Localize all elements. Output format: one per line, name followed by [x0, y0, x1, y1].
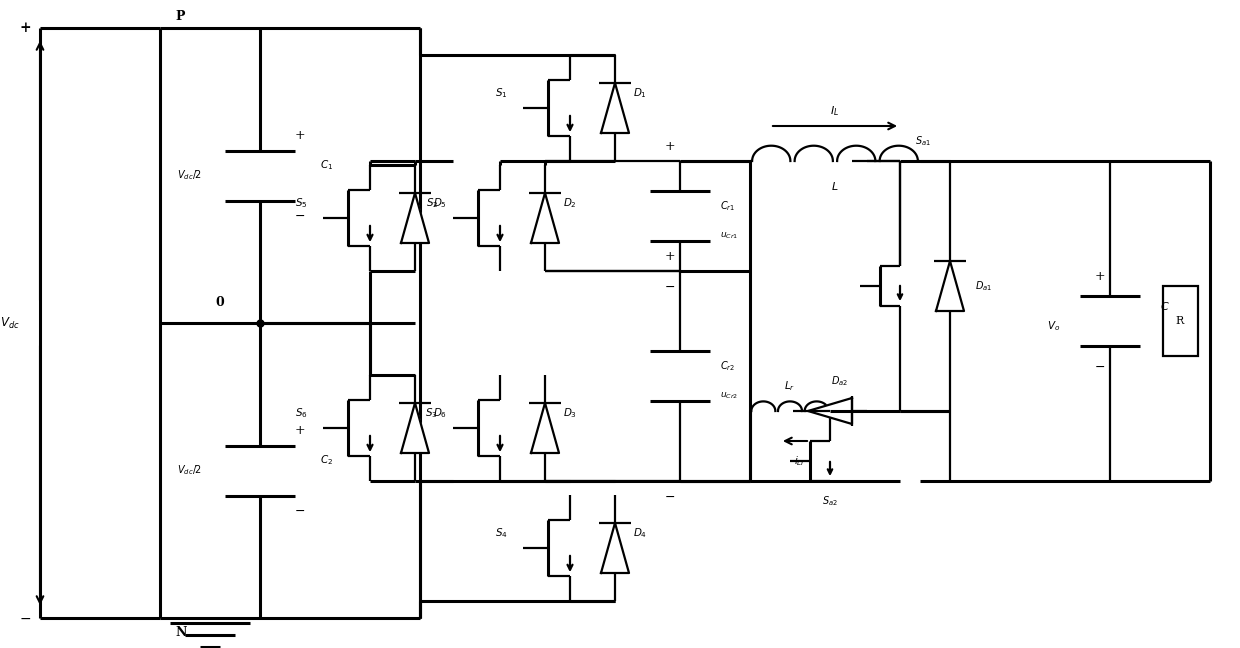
Text: $C_{r1}$: $C_{r1}$: [720, 199, 735, 213]
Polygon shape: [601, 523, 629, 573]
Text: $D_{a2}$: $D_{a2}$: [831, 374, 848, 388]
Text: $S_3$: $S_3$: [425, 406, 438, 420]
Polygon shape: [401, 193, 429, 243]
Text: $D_2$: $D_2$: [563, 196, 577, 210]
Text: $u_{Cr2}$: $u_{Cr2}$: [720, 391, 738, 401]
Text: $-$: $-$: [19, 611, 31, 625]
Text: $D_5$: $D_5$: [433, 196, 446, 210]
Polygon shape: [936, 261, 963, 311]
Text: $C_1$: $C_1$: [320, 159, 334, 172]
Text: $D_6$: $D_6$: [433, 406, 448, 420]
Text: $V_o$: $V_o$: [1047, 319, 1060, 333]
Text: $D_4$: $D_4$: [632, 526, 647, 540]
Text: $-$: $-$: [665, 279, 676, 292]
Text: $V_{dc}$: $V_{dc}$: [0, 316, 20, 330]
Polygon shape: [601, 83, 629, 133]
Text: $S_1$: $S_1$: [496, 86, 508, 100]
Text: $D_{a1}$: $D_{a1}$: [975, 279, 992, 293]
Text: $L_r$: $L_r$: [785, 379, 796, 393]
Text: $S_4$: $S_4$: [495, 526, 508, 540]
Text: $C_{r2}$: $C_{r2}$: [720, 359, 735, 373]
Text: $L$: $L$: [831, 180, 838, 192]
Text: +: +: [665, 139, 676, 152]
Text: $I_L$: $I_L$: [831, 104, 839, 118]
Polygon shape: [401, 403, 429, 453]
Text: $D_1$: $D_1$: [632, 86, 647, 100]
Text: R: R: [1176, 316, 1184, 326]
Text: +: +: [19, 21, 31, 35]
Text: $i_{Lr}$: $i_{Lr}$: [794, 454, 806, 468]
Text: 0: 0: [216, 297, 224, 310]
Text: P: P: [175, 10, 185, 23]
Text: $-$: $-$: [294, 504, 305, 517]
Text: $S_{a2}$: $S_{a2}$: [822, 494, 838, 508]
Text: $S_2$: $S_2$: [425, 196, 438, 210]
Polygon shape: [808, 398, 852, 424]
Text: $V_{dc}/2$: $V_{dc}/2$: [177, 168, 202, 182]
Text: $S_5$: $S_5$: [295, 196, 308, 210]
Text: $S_6$: $S_6$: [295, 406, 308, 420]
Text: $-$: $-$: [294, 209, 305, 222]
Polygon shape: [531, 193, 559, 243]
Text: N: N: [175, 627, 186, 640]
Text: $S_{a1}$: $S_{a1}$: [915, 134, 931, 148]
Text: +: +: [295, 424, 305, 437]
Polygon shape: [531, 403, 559, 453]
Text: $V_{dc}/2$: $V_{dc}/2$: [177, 463, 202, 478]
Text: $C$: $C$: [1159, 300, 1169, 312]
Text: $u_{Cr1}$: $u_{Cr1}$: [720, 231, 738, 241]
Text: +: +: [295, 129, 305, 142]
Text: $D_3$: $D_3$: [563, 406, 577, 420]
Text: $-$: $-$: [665, 489, 676, 502]
Text: $C_2$: $C_2$: [320, 454, 334, 467]
Text: $-$: $-$: [1095, 360, 1106, 373]
Bar: [1163, 286, 1198, 356]
Text: +: +: [665, 249, 676, 262]
Text: +: +: [1095, 270, 1105, 283]
